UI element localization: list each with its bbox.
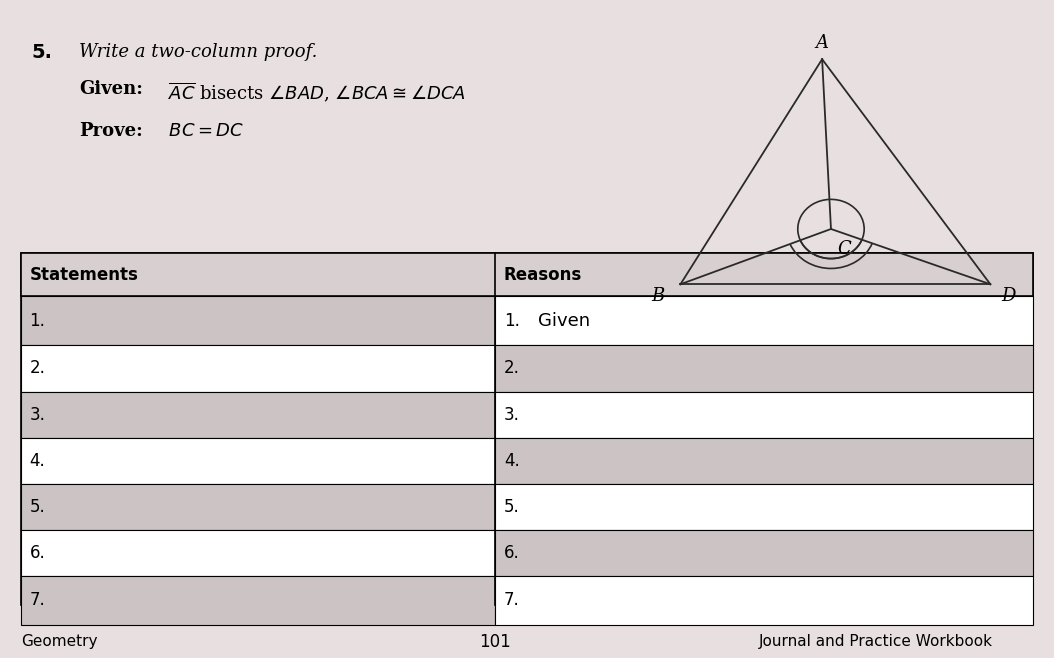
FancyBboxPatch shape xyxy=(495,438,1033,484)
Text: Given:: Given: xyxy=(79,80,143,98)
FancyBboxPatch shape xyxy=(21,253,1033,605)
FancyBboxPatch shape xyxy=(495,345,1033,392)
FancyBboxPatch shape xyxy=(21,345,495,392)
Text: 6.: 6. xyxy=(504,544,520,562)
Text: 7.: 7. xyxy=(30,592,45,609)
Text: Geometry: Geometry xyxy=(21,634,98,649)
Text: A: A xyxy=(816,34,828,53)
Text: 3.: 3. xyxy=(30,405,45,424)
FancyBboxPatch shape xyxy=(21,253,1033,296)
Text: C: C xyxy=(837,240,852,258)
FancyBboxPatch shape xyxy=(495,296,1033,345)
Text: Journal and Practice Workbook: Journal and Practice Workbook xyxy=(759,634,993,649)
Text: 5.: 5. xyxy=(504,497,520,516)
Text: 2.: 2. xyxy=(30,359,45,378)
Text: 101: 101 xyxy=(480,632,511,651)
Text: 4.: 4. xyxy=(30,451,45,470)
Text: 3.: 3. xyxy=(504,405,520,424)
Text: 1.: 1. xyxy=(30,312,45,330)
Text: B: B xyxy=(651,287,665,305)
Text: $\overline{AC}$ bisects $\angle BAD$, $\angle BCA \cong \angle DCA$: $\overline{AC}$ bisects $\angle BAD$, $\… xyxy=(163,80,466,104)
Text: 6.: 6. xyxy=(30,544,45,562)
Text: $BC = DC$: $BC = DC$ xyxy=(163,122,245,139)
Text: 5.: 5. xyxy=(30,497,45,516)
Text: 4.: 4. xyxy=(504,451,520,470)
Text: D: D xyxy=(1001,287,1015,305)
FancyBboxPatch shape xyxy=(495,530,1033,576)
FancyBboxPatch shape xyxy=(21,392,495,438)
FancyBboxPatch shape xyxy=(21,438,495,484)
FancyBboxPatch shape xyxy=(495,576,1033,625)
Text: Reasons: Reasons xyxy=(504,266,582,284)
FancyBboxPatch shape xyxy=(21,576,495,625)
Text: Given: Given xyxy=(538,312,589,330)
Text: 2.: 2. xyxy=(504,359,520,378)
Text: 1.: 1. xyxy=(504,312,520,330)
Text: Prove:: Prove: xyxy=(79,122,142,139)
FancyBboxPatch shape xyxy=(495,392,1033,438)
FancyBboxPatch shape xyxy=(21,530,495,576)
Text: Statements: Statements xyxy=(30,266,138,284)
Text: 5.: 5. xyxy=(32,43,53,62)
Text: 7.: 7. xyxy=(504,592,520,609)
FancyBboxPatch shape xyxy=(21,296,495,345)
Text: Write a two-column proof.: Write a two-column proof. xyxy=(79,43,317,61)
FancyBboxPatch shape xyxy=(21,484,495,530)
FancyBboxPatch shape xyxy=(495,484,1033,530)
